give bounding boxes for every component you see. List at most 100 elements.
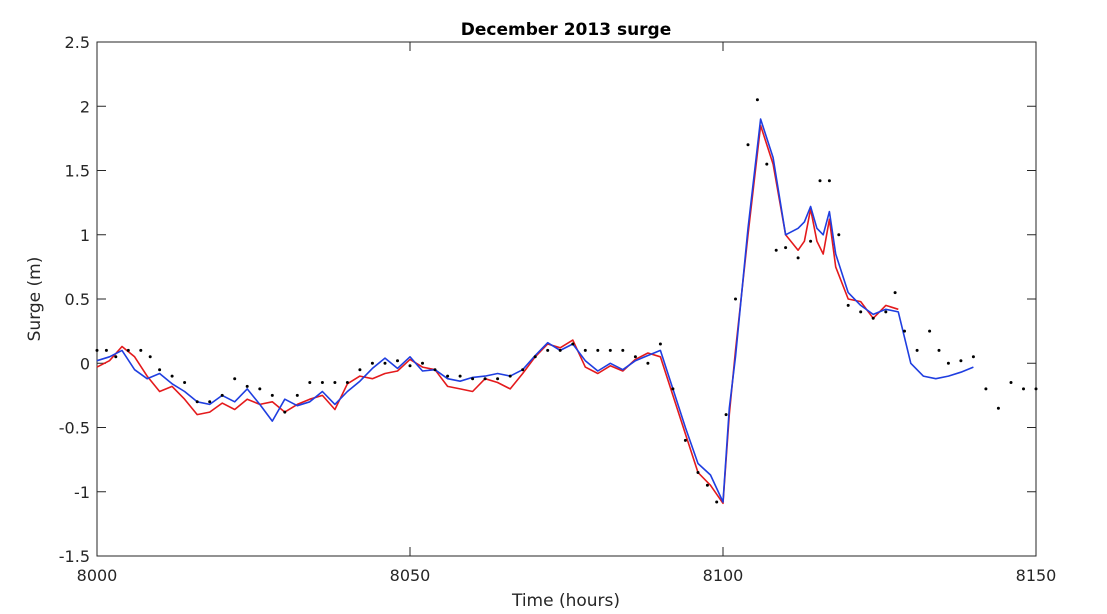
- observation-point: [1022, 387, 1025, 391]
- observation-point: [158, 368, 162, 372]
- observation-point: [496, 377, 500, 381]
- y-axis: -1.5 -1 -0.5 0 0.5 1 1.5 2 2.5: [59, 33, 1036, 566]
- observation-point: [270, 393, 274, 397]
- x-tick-label: 8050: [390, 566, 431, 585]
- observation-point: [724, 413, 728, 417]
- observation-point: [508, 374, 512, 378]
- observation-point: [846, 303, 850, 307]
- observation-point: [195, 400, 199, 404]
- observation-point: [370, 361, 374, 365]
- y-tick-label: 0.5: [65, 290, 90, 309]
- y-tick-label: 2: [80, 97, 90, 116]
- observation-point: [884, 310, 888, 314]
- observation-point: [893, 291, 897, 295]
- observation-point: [971, 355, 975, 359]
- observation-point: [183, 381, 187, 384]
- observation-point: [1009, 381, 1013, 384]
- observation-point: [148, 355, 152, 359]
- observation-point: [533, 355, 537, 359]
- observation-point: [1034, 387, 1038, 391]
- observation-point: [233, 377, 237, 381]
- observation-point: [471, 377, 475, 381]
- series-line-1: [96, 124, 899, 505]
- observation-point: [809, 239, 813, 243]
- observation-point: [583, 348, 587, 352]
- observation-point: [295, 393, 299, 397]
- observation-point: [333, 381, 337, 384]
- observation-point: [915, 348, 919, 352]
- observation-point: [170, 374, 174, 378]
- observation-point: [796, 256, 800, 260]
- observation-point: [859, 310, 863, 314]
- observation-point: [646, 361, 650, 365]
- observation-point: [705, 483, 709, 487]
- observation-point: [345, 381, 349, 384]
- observation-point: [258, 387, 262, 391]
- x-tick-label: 8150: [1016, 566, 1057, 585]
- observation-point: [283, 410, 287, 414]
- observation-point: [696, 471, 700, 474]
- observation-point: [683, 438, 687, 442]
- series-layer: [95, 98, 1038, 505]
- observation-point: [658, 342, 662, 346]
- observation-point: [571, 342, 575, 346]
- observation-point: [871, 316, 875, 320]
- observation-point: [608, 348, 612, 352]
- x-axis: 8000 8050 8100 8150: [77, 42, 1057, 585]
- observation-point: [521, 368, 525, 372]
- observation-point: [104, 348, 108, 352]
- observation-point: [245, 384, 249, 388]
- observation-point: [715, 500, 719, 504]
- x-tick-label: 8100: [703, 566, 744, 585]
- observation-point: [95, 348, 99, 352]
- observation-point: [114, 355, 118, 359]
- y-tick-label: 2.5: [65, 33, 90, 52]
- observation-point: [446, 374, 450, 378]
- observation-point: [126, 348, 130, 352]
- observation-point: [621, 348, 625, 352]
- observation-point: [784, 246, 788, 250]
- observation-point: [928, 329, 932, 333]
- observation-point: [139, 348, 143, 352]
- x-tick-label: 8000: [77, 566, 118, 585]
- observation-point: [827, 179, 831, 183]
- observation-point: [984, 387, 988, 391]
- observation-point: [408, 364, 412, 368]
- observation-point: [208, 400, 212, 404]
- observation-point: [383, 361, 387, 365]
- observation-point: [818, 179, 822, 183]
- y-tick-label: 1: [80, 226, 90, 245]
- observation-point: [458, 374, 462, 378]
- chart-title: December 2013 surge: [461, 20, 672, 40]
- observation-point: [755, 98, 759, 102]
- observation-point: [396, 359, 399, 363]
- observation-point: [746, 143, 750, 147]
- observation-point: [433, 368, 437, 372]
- observation-point: [946, 361, 950, 365]
- y-tick-label: 0: [80, 354, 90, 373]
- observation-point: [734, 297, 737, 301]
- observation-point: [765, 162, 769, 166]
- observation-point: [633, 355, 637, 359]
- observation-point: [483, 377, 487, 381]
- plot-frame: [96, 41, 1037, 557]
- x-axis-label: Time (hours): [511, 591, 620, 611]
- y-tick-label: 1.5: [65, 162, 90, 181]
- observation-point: [996, 406, 1000, 410]
- observation-point: [308, 381, 312, 384]
- series-line-2: [96, 118, 974, 503]
- observation-point: [774, 248, 778, 252]
- y-tick-label: -1.5: [59, 547, 90, 566]
- observation-point: [220, 393, 224, 397]
- observation-point: [421, 361, 424, 365]
- observation-point: [546, 348, 550, 352]
- observation-point: [558, 348, 562, 352]
- observation-point: [937, 348, 941, 352]
- observation-point: [320, 381, 324, 384]
- observation-point: [358, 368, 362, 372]
- observation-point: [903, 329, 906, 333]
- observation-point: [596, 348, 600, 352]
- y-tick-label: -1: [74, 483, 90, 502]
- observation-point: [959, 359, 963, 363]
